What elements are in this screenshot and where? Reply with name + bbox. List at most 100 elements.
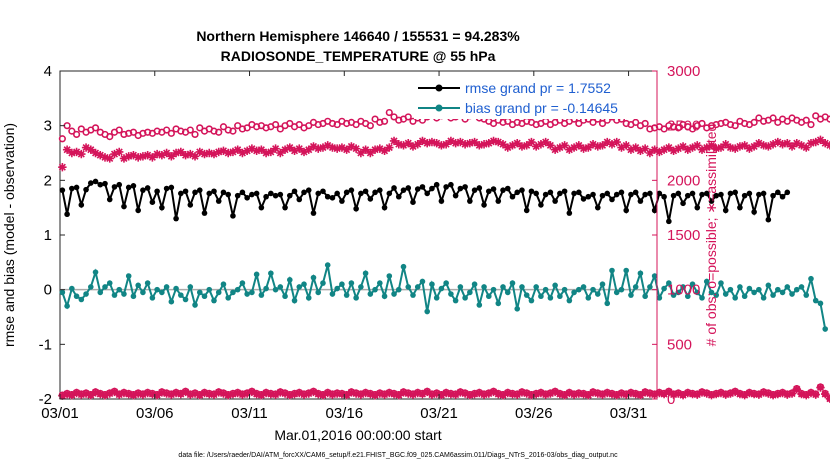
y-axis-left-tick-labels: 4 3 2 1 0 -1 -2: [39, 63, 52, 408]
rmse-point: [604, 190, 611, 197]
bias-point: [83, 291, 89, 297]
rmse-point: [182, 188, 189, 195]
rmse-point: [599, 192, 606, 199]
rmse-point: [699, 191, 705, 198]
bias-point: [433, 295, 440, 301]
rmse-series: [59, 178, 791, 225]
obs-assimilated-point: [702, 143, 711, 152]
bias-point: [106, 280, 113, 286]
y-axis-right-tick-labels: 3000 2500 2000 1500 1000 500 0: [667, 63, 700, 408]
rmse-point: [362, 188, 369, 195]
obs-assimilated-point: [650, 145, 659, 154]
obs-assimilated-point: [565, 145, 574, 154]
obs-possible-point: [489, 119, 498, 128]
obs-low-assimilated-point: [276, 388, 285, 397]
y-right-tick-label: 0: [667, 391, 675, 408]
legend-rmse-marker: [435, 84, 443, 92]
obs-low-assimilated-point: [740, 390, 749, 400]
bias-point: [102, 284, 108, 290]
obs-possible-point: [632, 118, 640, 126]
obs-low-assimilated-point: [773, 389, 783, 399]
obs-low-assimilated-point: [309, 387, 318, 397]
obs-assimilated-point: [366, 148, 375, 158]
rmse-point: [353, 205, 359, 212]
obs-assimilated-point: [375, 144, 385, 153]
obs-low-assimilated-point: [446, 389, 456, 399]
obs-low-assimilated-point: [129, 390, 138, 400]
rmse-point: [756, 191, 762, 198]
bias-point: [225, 295, 232, 301]
obs-assimilated-point: [195, 147, 204, 157]
legend-bias-marker: [435, 104, 443, 112]
bias-point: [775, 286, 781, 293]
obs-assimilated-point: [584, 143, 593, 152]
bias-point: [211, 297, 217, 304]
bias-point: [751, 289, 757, 296]
bias-point: [263, 285, 269, 292]
bias-point: [675, 289, 682, 296]
obs-low-assimilated-point: [162, 389, 171, 398]
obs-possible-point: [750, 118, 758, 126]
obs-assimilated-point: [224, 148, 233, 158]
obs-possible-point: [660, 125, 668, 133]
obs-low-assimilated-point: [385, 388, 394, 398]
obs-low-assimilated-point: [266, 389, 276, 399]
obs-assimilated-point: [806, 138, 816, 148]
obs-low-assimilated-point: [408, 390, 418, 399]
rmse-point: [305, 187, 312, 193]
rmse-point: [343, 189, 350, 196]
obs-possible-point: [72, 130, 81, 139]
y-right-tick-label: 2000: [667, 172, 700, 189]
rmse-point: [448, 181, 454, 188]
rmse-point: [656, 190, 663, 197]
obs-low-assimilated-point: [299, 390, 309, 399]
bias-point: [140, 289, 146, 296]
rmse-point: [642, 191, 648, 198]
obs-assimilated-point: [787, 142, 797, 151]
obs-assimilated-point: [380, 146, 389, 156]
obs-low-assimilated-point: [664, 387, 674, 397]
obs-assimilated-point: [214, 147, 223, 157]
obs-low-assimilated-point: [100, 390, 110, 400]
bias-point: [253, 271, 260, 278]
obs-low-assimilated-point: [423, 387, 432, 397]
rmse-point: [116, 181, 123, 188]
bias-point: [452, 297, 459, 304]
obs-low-assimilated-point: [389, 389, 399, 399]
rmse-point: [523, 207, 530, 214]
bias-point: [689, 281, 696, 288]
obs-possible-point: [674, 124, 682, 132]
obs-low-assimilated-point: [318, 390, 328, 400]
bias-point: [92, 269, 99, 275]
bias-point: [196, 289, 203, 296]
obs-low-assimilated-point: [238, 390, 247, 399]
bias-point: [268, 270, 274, 277]
x-tick-label: 03/31: [610, 405, 648, 422]
obs-low-assimilated-point: [105, 389, 114, 398]
obs-assimilated-point: [427, 137, 437, 147]
rmse-point: [144, 185, 151, 191]
rmse-point: [708, 198, 715, 204]
obs-low-assimilated-point: [479, 390, 489, 399]
rmse-point: [348, 187, 355, 193]
y-left-tick-label: -2: [39, 391, 52, 408]
rmse-point: [632, 189, 639, 196]
obs-assimilated-point: [129, 150, 138, 160]
rmse-point: [106, 196, 113, 203]
rmse-point: [661, 193, 667, 200]
obs-low-assimilated-point: [754, 390, 764, 399]
obs-assimilated-point: [337, 143, 347, 152]
obs-assimilated-point: [503, 143, 512, 152]
obs-possible-point: [286, 119, 294, 128]
rmse-point: [557, 190, 563, 197]
rmse-point: [746, 190, 753, 197]
obs-assimilated-point: [546, 141, 555, 150]
obs-low-assimilated-point: [186, 390, 195, 399]
bias-point: [73, 293, 80, 300]
obs-assimilated-point: [768, 140, 778, 149]
bias-point: [684, 293, 691, 300]
obs-low-assimilated-point: [465, 390, 475, 400]
bias-point: [604, 300, 611, 307]
obs-low-assimilated-point: [224, 390, 233, 400]
obs-possible-point: [812, 112, 820, 120]
